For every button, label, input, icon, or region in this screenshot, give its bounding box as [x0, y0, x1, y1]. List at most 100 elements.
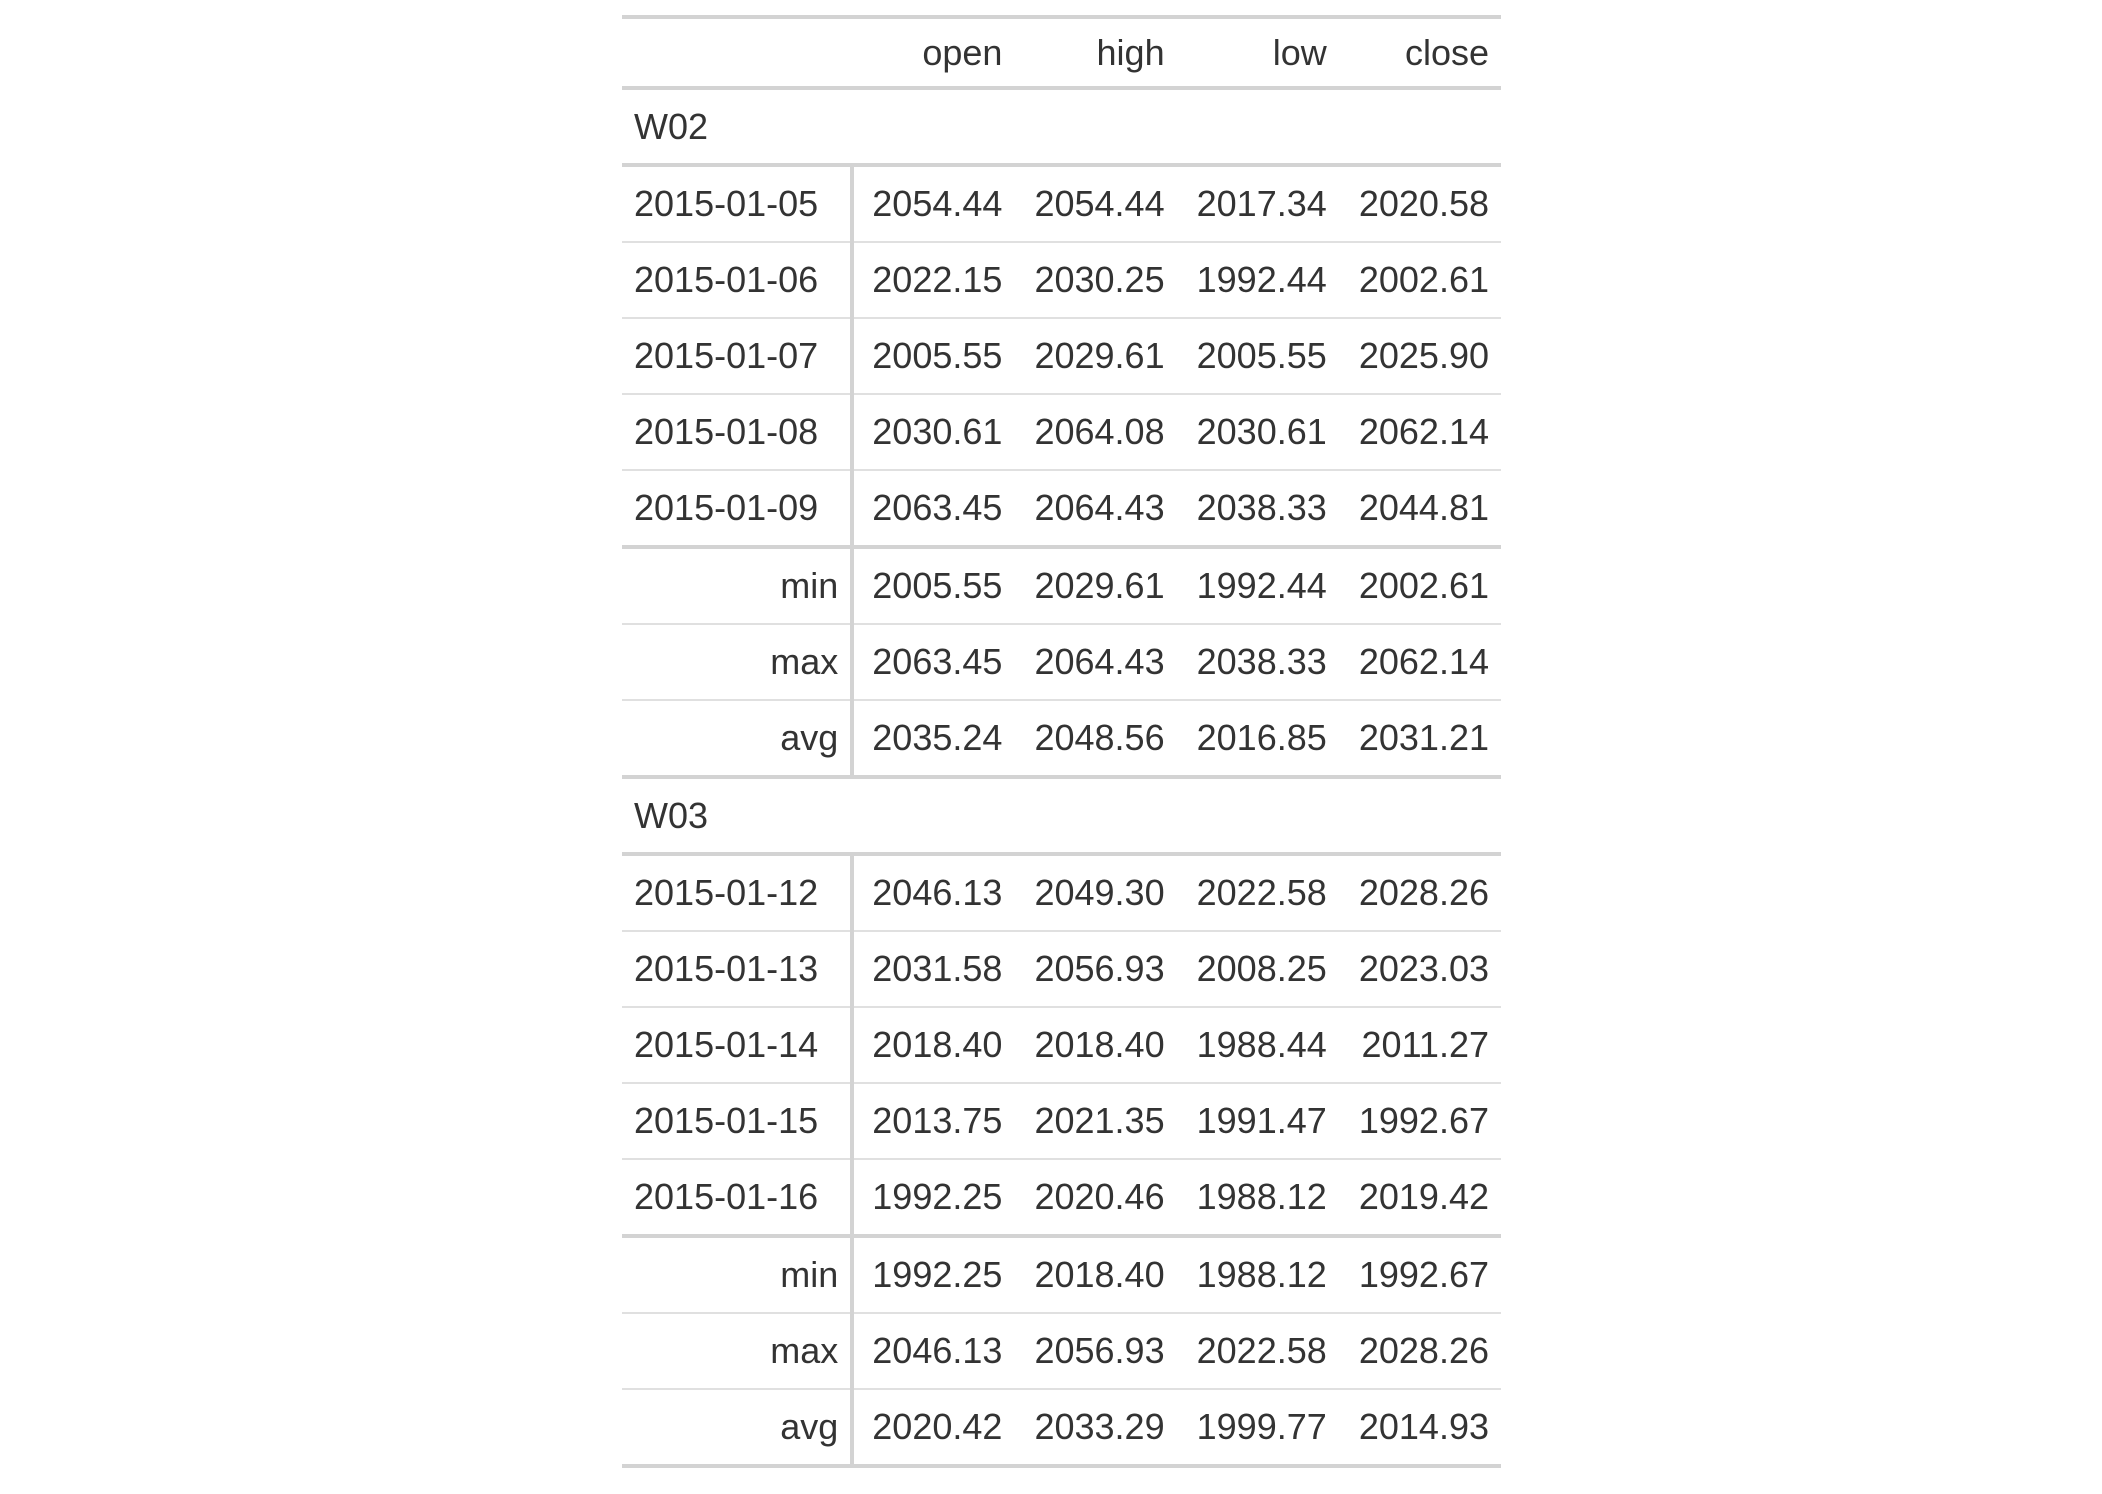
cell-high: 2054.44 — [1014, 165, 1177, 243]
table-row: 2015-01-12 2046.13 2049.30 2022.58 2028.26 — [622, 854, 1501, 932]
row-date: 2015-01-13 — [622, 931, 855, 1008]
cell-open: 2035.24 — [852, 700, 1015, 779]
cell-high: 2020.46 — [1014, 1159, 1177, 1238]
cell-high: 2029.61 — [1014, 318, 1177, 395]
cell-close: 1992.67 — [1338, 1236, 1501, 1314]
column-header-high: high — [1014, 15, 1177, 90]
table-body: W02 2015-01-05 2054.44 2054.44 2017.34 2020.5… — [622, 88, 1501, 1468]
cell-close: 2011.27 — [1338, 1007, 1501, 1084]
cell-close: 1992.67 — [1338, 1083, 1501, 1160]
cell-close: 2014.93 — [1338, 1389, 1501, 1468]
cell-low: 2038.33 — [1176, 624, 1339, 701]
cell-high: 2018.40 — [1014, 1236, 1177, 1314]
cell-high: 2056.93 — [1014, 1313, 1177, 1390]
cell-low: 2022.58 — [1176, 1313, 1339, 1390]
table-row: 2015-01-09 2063.45 2064.43 2038.33 2044.81 — [622, 470, 1501, 549]
cell-high: 2064.43 — [1014, 624, 1177, 701]
cell-low: 2030.61 — [1176, 394, 1339, 471]
cell-close: 2020.58 — [1338, 165, 1501, 243]
cell-high: 2018.40 — [1014, 1007, 1177, 1084]
cell-low: 2005.55 — [1176, 318, 1339, 395]
cell-low: 2016.85 — [1176, 700, 1339, 779]
cell-low: 2038.33 — [1176, 470, 1339, 549]
summary-row: min 2005.55 2029.61 1992.44 2002.61 — [622, 547, 1501, 625]
cell-low: 1999.77 — [1176, 1389, 1339, 1468]
table-row: 2015-01-15 2013.75 2021.35 1991.47 1992.67 — [622, 1083, 1501, 1160]
table-row: 2015-01-16 1992.25 2020.46 1988.12 2019.42 — [622, 1159, 1501, 1238]
cell-close: 2002.61 — [1338, 547, 1501, 625]
table-row: 2015-01-13 2031.58 2056.93 2008.25 2023.03 — [622, 931, 1501, 1008]
cell-close: 2002.61 — [1338, 242, 1501, 319]
cell-close: 2062.14 — [1338, 624, 1501, 701]
summary-row: max 2046.13 2056.93 2022.58 2028.26 — [622, 1313, 1501, 1390]
cell-open: 2063.45 — [852, 470, 1015, 549]
cell-open: 1992.25 — [852, 1159, 1015, 1238]
table-row: 2015-01-08 2030.61 2064.08 2030.61 2062.14 — [622, 394, 1501, 471]
cell-low: 1988.44 — [1176, 1007, 1339, 1084]
table-row: 2015-01-06 2022.15 2030.25 1992.44 2002.61 — [622, 242, 1501, 319]
row-date: 2015-01-06 — [622, 242, 855, 319]
row-date: 2015-01-09 — [622, 470, 855, 549]
row-date: 2015-01-15 — [622, 1083, 855, 1160]
cell-open: 2013.75 — [852, 1083, 1015, 1160]
cell-high: 2049.30 — [1014, 854, 1177, 932]
summary-label: avg — [622, 1389, 855, 1468]
summary-row: max 2063.45 2064.43 2038.33 2062.14 — [622, 624, 1501, 701]
stub-header — [622, 15, 853, 90]
cell-open: 2018.40 — [852, 1007, 1015, 1084]
stock-summary-table: open high low close W02 2015-01-05 2054.44… — [622, 15, 1501, 1468]
cell-close: 2062.14 — [1338, 394, 1501, 471]
cell-high: 2029.61 — [1014, 547, 1177, 625]
summary-row: avg 2035.24 2048.56 2016.85 2031.21 — [622, 700, 1501, 779]
cell-close: 2031.21 — [1338, 700, 1501, 779]
row-date: 2015-01-16 — [622, 1159, 855, 1238]
summary-label: max — [622, 624, 855, 701]
cell-close: 2019.42 — [1338, 1159, 1501, 1238]
row-date: 2015-01-14 — [622, 1007, 855, 1084]
summary-label: avg — [622, 700, 855, 779]
cell-low: 1992.44 — [1176, 242, 1339, 319]
cell-high: 2056.93 — [1014, 931, 1177, 1008]
row-date: 2015-01-12 — [622, 854, 855, 932]
cell-close: 2044.81 — [1338, 470, 1501, 549]
cell-close: 2028.26 — [1338, 1313, 1501, 1390]
column-header-low: low — [1176, 15, 1339, 90]
cell-open: 2063.45 — [852, 624, 1015, 701]
summary-label: max — [622, 1313, 855, 1390]
cell-open: 2030.61 — [852, 394, 1015, 471]
cell-close: 2028.26 — [1338, 854, 1501, 932]
column-header-row: open high low close — [622, 15, 1501, 90]
cell-open: 2046.13 — [852, 854, 1015, 932]
cell-low: 2017.34 — [1176, 165, 1339, 243]
cell-open: 2031.58 — [852, 931, 1015, 1008]
summary-label: min — [622, 1236, 855, 1314]
group-header-row: W02 — [622, 88, 1501, 167]
row-date: 2015-01-05 — [622, 165, 855, 243]
cell-low: 2008.25 — [1176, 931, 1339, 1008]
cell-open: 2022.15 — [852, 242, 1015, 319]
summary-label: min — [622, 547, 855, 625]
cell-high: 2064.43 — [1014, 470, 1177, 549]
group-header-row: W03 — [622, 777, 1501, 856]
summary-row: avg 2020.42 2033.29 1999.77 2014.93 — [622, 1389, 1501, 1468]
cell-open: 2005.55 — [852, 318, 1015, 395]
table-row: 2015-01-14 2018.40 2018.40 1988.44 2011.27 — [622, 1007, 1501, 1084]
summary-row: min 1992.25 2018.40 1988.12 1992.67 — [622, 1236, 1501, 1314]
cell-high: 2048.56 — [1014, 700, 1177, 779]
table-row: 2015-01-05 2054.44 2054.44 2017.34 2020.58 — [622, 165, 1501, 243]
cell-open: 2046.13 — [852, 1313, 1015, 1390]
cell-low: 1991.47 — [1176, 1083, 1339, 1160]
cell-close: 2023.03 — [1338, 931, 1501, 1008]
cell-open: 2054.44 — [852, 165, 1015, 243]
cell-open: 1992.25 — [852, 1236, 1015, 1314]
cell-high: 2033.29 — [1014, 1389, 1177, 1468]
cell-low: 2022.58 — [1176, 854, 1339, 932]
column-header-open: open — [852, 15, 1015, 90]
group-label: W02 — [622, 88, 1501, 167]
cell-high: 2021.35 — [1014, 1083, 1177, 1160]
cell-high: 2064.08 — [1014, 394, 1177, 471]
cell-low: 1992.44 — [1176, 547, 1339, 625]
table-row: 2015-01-07 2005.55 2029.61 2005.55 2025.90 — [622, 318, 1501, 395]
column-header-close: close — [1338, 15, 1501, 90]
group-label: W03 — [622, 777, 1501, 856]
